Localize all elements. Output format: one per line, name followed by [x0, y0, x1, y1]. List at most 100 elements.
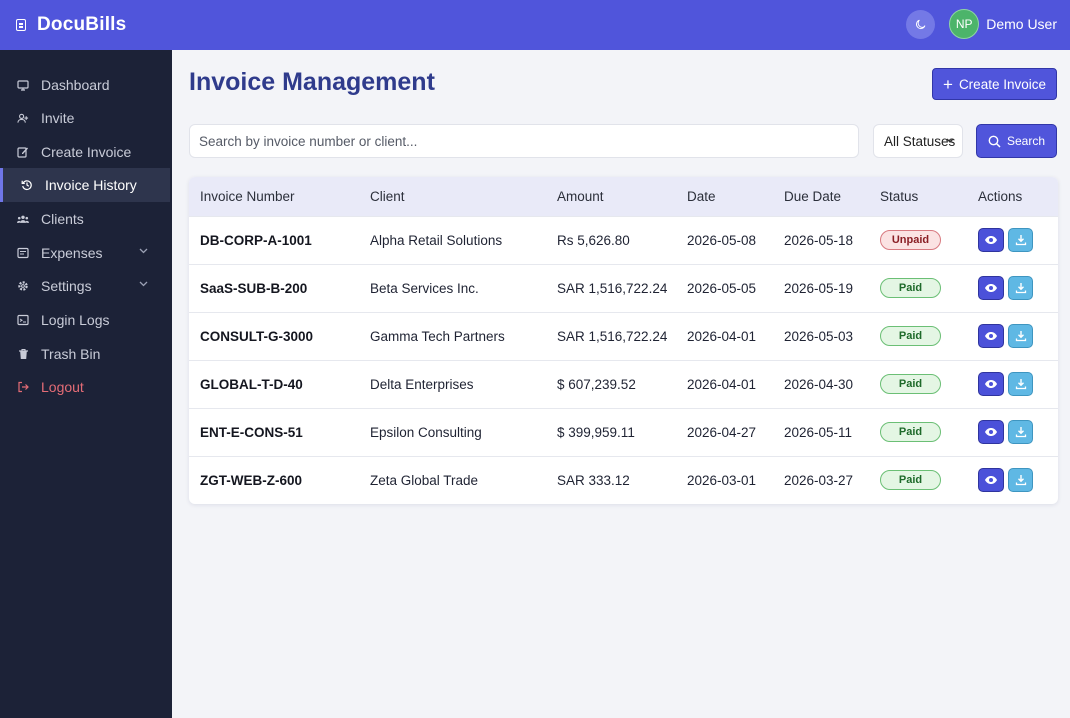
status-badge: Paid: [880, 470, 941, 490]
table-row[interactable]: ZGT-WEB-Z-600 Zeta Global Trade SAR 333.…: [189, 456, 1058, 504]
search-input[interactable]: [189, 124, 859, 158]
invoice-amount: $ 607,239.52: [557, 377, 636, 392]
status-badge: Paid: [880, 326, 941, 346]
app-name: DocuBills: [37, 14, 127, 35]
invoice-amount: SAR 1,516,722.24: [557, 329, 668, 344]
logout-icon: [17, 381, 29, 393]
column-header-status[interactable]: Status: [880, 189, 919, 204]
sidebar-item-settings[interactable]: Settings: [0, 269, 170, 303]
download-button[interactable]: [1008, 228, 1033, 252]
eye-icon: [985, 380, 997, 388]
view-button[interactable]: [978, 228, 1004, 252]
invoice-due-date: 2026-05-19: [784, 281, 854, 296]
invoice-due-date: 2026-03-27: [784, 473, 854, 488]
table-row[interactable]: CONSULT-G-3000 Gamma Tech Partners SAR 1…: [189, 312, 1058, 360]
table-row[interactable]: SaaS-SUB-B-200 Beta Services Inc. SAR 1,…: [189, 264, 1058, 312]
client-name: Zeta Global Trade: [370, 473, 479, 488]
column-header-amount[interactable]: Amount: [557, 189, 604, 204]
view-button[interactable]: [978, 276, 1004, 300]
sidebar-item-invoice-history[interactable]: Invoice History: [0, 168, 170, 202]
theme-toggle-button[interactable]: [906, 9, 936, 39]
status-badge: Paid: [880, 278, 941, 298]
client-name: Beta Services Inc.: [370, 281, 479, 296]
eye-icon: [985, 332, 997, 340]
sidebar-item-dashboard[interactable]: Dashboard: [0, 68, 170, 102]
user-name[interactable]: Demo User: [986, 16, 1057, 32]
moon-icon: [915, 19, 926, 30]
view-button[interactable]: [978, 324, 1004, 348]
invoice-due-date: 2026-05-11: [784, 425, 853, 440]
topbar-actions: NP Demo User: [906, 9, 1057, 39]
invoice-table: Invoice Number Client Amount Date Due Da…: [189, 177, 1058, 504]
user-plus-icon: [17, 112, 29, 124]
sidebar-item-trash-bin[interactable]: Trash Bin: [0, 337, 170, 371]
download-icon: [1015, 235, 1026, 246]
view-button[interactable]: [978, 372, 1004, 396]
sidebar-item-label: Login Logs: [41, 312, 110, 328]
monitor-icon: [17, 79, 29, 91]
download-button[interactable]: [1008, 276, 1033, 300]
table-row[interactable]: DB-CORP-A-1001 Alpha Retail Solutions Rs…: [189, 216, 1058, 264]
sidebar: Dashboard Invite Create Invoice Invoice …: [0, 50, 172, 718]
gear-icon: [17, 280, 29, 292]
chevron-down-icon: [139, 281, 148, 287]
invoice-number: ZGT-WEB-Z-600: [200, 473, 303, 488]
invoice-amount: Rs 5,626.80: [557, 233, 630, 248]
status-badge: Paid: [880, 374, 941, 394]
page-title: Invoice Management: [189, 68, 435, 96]
client-name: Epsilon Consulting: [370, 425, 482, 440]
create-invoice-button[interactable]: + Create Invoice: [932, 68, 1057, 100]
client-name: Gamma Tech Partners: [370, 329, 505, 344]
search-button[interactable]: Search: [976, 124, 1057, 158]
invoice-due-date: 2026-05-18: [784, 233, 854, 248]
status-filter-select[interactable]: All Statuses: [873, 124, 963, 158]
view-button[interactable]: [978, 420, 1004, 444]
download-icon: [1015, 283, 1026, 294]
sidebar-item-clients[interactable]: Clients: [0, 202, 170, 236]
users-icon: [17, 213, 29, 225]
create-invoice-label: Create Invoice: [958, 76, 1046, 92]
download-button[interactable]: [1008, 372, 1033, 396]
invoice-amount: SAR 333.12: [557, 473, 630, 488]
invoice-date: 2026-05-05: [687, 281, 757, 296]
sidebar-item-label: Invoice History: [45, 177, 137, 193]
plus-icon: +: [943, 74, 953, 94]
invoice-amount: $ 399,959.11: [557, 425, 635, 440]
invoice-number: DB-CORP-A-1001: [200, 233, 312, 248]
status-badge: Unpaid: [880, 230, 941, 250]
column-header-client[interactable]: Client: [370, 189, 405, 204]
download-icon: [1015, 475, 1026, 486]
status-badge: Paid: [880, 422, 941, 442]
invoice-due-date: 2026-04-30: [784, 377, 854, 392]
column-header-invoice-number[interactable]: Invoice Number: [200, 189, 295, 204]
download-button[interactable]: [1008, 420, 1033, 444]
eye-icon: [985, 284, 997, 292]
sidebar-item-login-logs[interactable]: Login Logs: [0, 303, 170, 337]
invoice-date: 2026-04-27: [687, 425, 757, 440]
wallet-icon: [17, 247, 29, 259]
invoice-number: GLOBAL-T-D-40: [200, 377, 303, 392]
download-button[interactable]: [1008, 468, 1033, 492]
download-button[interactable]: [1008, 324, 1033, 348]
invoice-date: 2026-03-01: [687, 473, 757, 488]
table-row[interactable]: GLOBAL-T-D-40 Delta Enterprises $ 607,23…: [189, 360, 1058, 408]
brand[interactable]: DocuBills: [16, 14, 126, 36]
sidebar-item-label: Expenses: [41, 245, 103, 261]
download-icon: [1015, 379, 1026, 390]
table-row[interactable]: ENT-E-CONS-51 Epsilon Consulting $ 399,9…: [189, 408, 1058, 456]
sidebar-item-create-invoice[interactable]: Create Invoice: [0, 135, 170, 169]
invoice-amount: SAR 1,516,722.24: [557, 281, 668, 296]
invoice-due-date: 2026-05-03: [784, 329, 854, 344]
column-header-date[interactable]: Date: [687, 189, 716, 204]
sidebar-item-label: Create Invoice: [41, 144, 132, 160]
column-header-due-date[interactable]: Due Date: [784, 189, 842, 204]
sidebar-item-expenses[interactable]: Expenses: [0, 236, 170, 270]
trash-icon: [17, 348, 29, 360]
chevron-down-icon: [139, 248, 148, 254]
history-icon: [21, 179, 33, 191]
view-button[interactable]: [978, 468, 1004, 492]
sidebar-item-invite[interactable]: Invite: [0, 101, 170, 135]
avatar[interactable]: NP: [949, 9, 980, 39]
log-icon: [17, 314, 29, 326]
sidebar-item-logout[interactable]: Logout: [0, 370, 170, 404]
